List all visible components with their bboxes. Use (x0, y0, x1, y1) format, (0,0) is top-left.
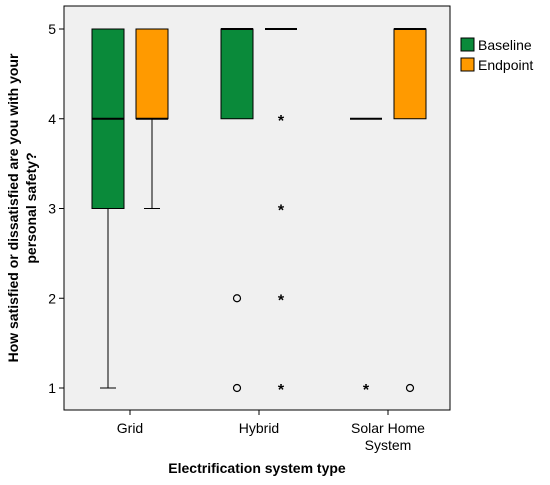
box-1-1: * * * * (265, 28, 297, 399)
x-tick-label-0-0: Grid (117, 420, 143, 436)
x-tick-label-1-0: Hybrid (239, 420, 279, 436)
box-body (220, 28, 254, 120)
y-axis-title-group: How satisfied or dissatisfied are you wi… (5, 53, 39, 362)
legend-label-1: Endpoint (478, 57, 533, 73)
box-1-2 (393, 28, 427, 393)
outlier-point-0 (232, 294, 242, 303)
outlier-point-0 (405, 383, 415, 393)
legend-label-0: Baseline (478, 37, 532, 53)
extreme-point-0: * (363, 382, 370, 399)
y-tick-label-2: 2 (48, 290, 56, 306)
extreme-point-0: * (278, 113, 285, 130)
box-1-0 (135, 28, 169, 209)
y-axis-title-line-1: How satisfied or dissatisfied are you wi… (5, 53, 21, 362)
plot-area (63, 5, 451, 411)
box-0-1 (220, 28, 254, 393)
extreme-point-3: * (278, 382, 285, 399)
box-body (135, 28, 169, 120)
x-tick-label-2-0: Solar Home (351, 420, 425, 436)
outlier-point-1 (232, 383, 242, 393)
legend: Baseline Endpoint (460, 37, 533, 73)
y-tick-label-4: 4 (48, 111, 56, 127)
y-tick-label-3: 3 (48, 201, 56, 217)
x-tick-label-2-1: System (365, 437, 412, 453)
box-0-0 (91, 28, 125, 389)
extreme-point-1: * (278, 203, 285, 220)
y-tick-label-5: 5 (48, 21, 56, 37)
legend-swatch-1 (460, 57, 475, 72)
extreme-point-2: * (278, 292, 285, 309)
x-axis-title: Electrification system type (168, 460, 346, 476)
box-0-2: * (350, 117, 382, 399)
y-tick-label-1: 1 (48, 380, 56, 396)
box-body (393, 28, 427, 120)
legend-swatch-0 (460, 37, 475, 52)
y-axis-title-line-2: personal safety? (23, 152, 39, 263)
